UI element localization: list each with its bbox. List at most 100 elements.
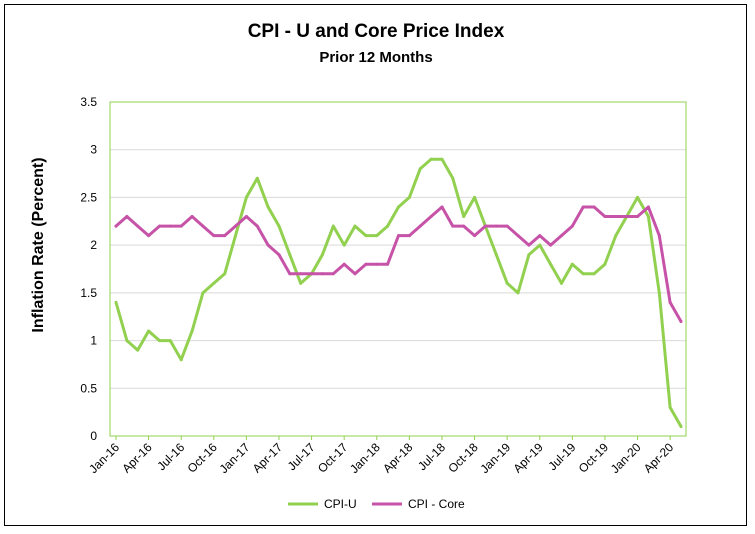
data-point [331, 272, 335, 276]
data-point [125, 339, 129, 343]
y-tick-label: 3.5 [80, 95, 97, 109]
data-point [179, 224, 183, 228]
data-point [549, 243, 553, 247]
data-point [646, 205, 650, 209]
data-point [234, 224, 237, 228]
data-point [494, 253, 498, 257]
data-point [657, 291, 661, 295]
data-point [168, 339, 172, 343]
data-point [560, 234, 563, 238]
plot-area-border [109, 101, 687, 437]
data-point [147, 234, 151, 238]
data-point [353, 272, 357, 276]
x-tick-label: Jan-16 [86, 440, 122, 476]
data-point [560, 281, 563, 285]
data-point [136, 224, 140, 228]
data-point [190, 215, 194, 218]
data-point [679, 425, 683, 428]
data-point [255, 224, 259, 228]
data-point [234, 234, 237, 238]
x-tick-label: Oct-18 [445, 440, 481, 476]
data-point [451, 176, 455, 180]
legend-label: CPI-U [324, 497, 357, 511]
x-tick-label: Jul-17 [285, 440, 318, 473]
data-point [375, 262, 379, 266]
data-point [201, 224, 205, 228]
data-point [473, 234, 477, 238]
x-tick-label: Jul-19 [545, 440, 578, 473]
data-point [158, 224, 161, 228]
data-point [277, 224, 281, 228]
x-tick-label: Jan-17 [217, 440, 253, 476]
x-tick-label: Jan-19 [477, 440, 513, 476]
data-point [483, 224, 487, 228]
x-tick-label: Apr-20 [641, 440, 677, 476]
chart-subtitle: Prior 12 Months [319, 49, 432, 66]
data-point [527, 253, 531, 257]
legend: CPI-U CPI - Core [288, 497, 465, 511]
x-tick-label: Jan-20 [608, 440, 644, 476]
data-point [136, 348, 140, 352]
data-point [440, 205, 444, 209]
data-point [538, 234, 542, 238]
y-tick-label: 1 [90, 334, 97, 348]
data-point [255, 176, 259, 180]
chart-title: CPI - U and Core Price Index [248, 21, 505, 42]
data-point [353, 224, 357, 228]
data-point [429, 157, 433, 161]
data-point [473, 195, 477, 199]
data-point [516, 291, 520, 295]
x-tick-label: Oct-16 [185, 440, 221, 476]
data-point [266, 205, 270, 209]
data-point [342, 262, 346, 266]
legend-label: CPI - Core [408, 497, 465, 511]
data-point [505, 224, 509, 228]
data-point [451, 224, 455, 228]
data-point [581, 205, 585, 209]
data-point [375, 234, 379, 238]
data-point [299, 272, 303, 276]
data-point [592, 272, 596, 276]
data-point [125, 215, 129, 218]
data-point [179, 358, 183, 362]
data-point [614, 234, 618, 238]
x-tick-label: Apr-19 [510, 440, 546, 476]
data-point [570, 262, 574, 266]
data-point [331, 224, 335, 228]
y-axis-label: Inflation Rate (Percent) [30, 157, 47, 332]
data-point [364, 262, 368, 266]
data-point [407, 195, 411, 199]
data-point [592, 205, 596, 209]
data-point [603, 215, 607, 218]
data-point [288, 272, 292, 276]
data-point [636, 215, 639, 218]
data-point [625, 215, 629, 218]
data-point [440, 157, 444, 161]
data-point [549, 262, 553, 266]
x-tick-label: Apr-16 [119, 440, 155, 476]
data-point [212, 234, 216, 238]
data-point [581, 272, 585, 276]
data-point [386, 262, 390, 266]
data-point [603, 262, 607, 266]
data-point [462, 215, 466, 218]
data-point [299, 281, 303, 285]
x-tick-label: Jan-18 [347, 440, 383, 476]
x-tick-label: Apr-17 [250, 440, 286, 476]
y-tick-label: 3 [90, 143, 97, 157]
data-point [277, 253, 281, 257]
y-tick-label: 2 [90, 238, 97, 252]
y-tick-label: 0 [90, 429, 97, 443]
x-tick-label: Jul-16 [154, 440, 187, 473]
y-tick-label: 1.5 [80, 286, 97, 300]
data-point [320, 253, 324, 257]
y-tick-label: 0.5 [80, 381, 97, 395]
series-lines [114, 157, 683, 428]
data-point [244, 195, 248, 199]
data-point [320, 272, 324, 276]
data-point [429, 215, 433, 218]
data-point [386, 224, 390, 228]
data-point [212, 281, 216, 285]
